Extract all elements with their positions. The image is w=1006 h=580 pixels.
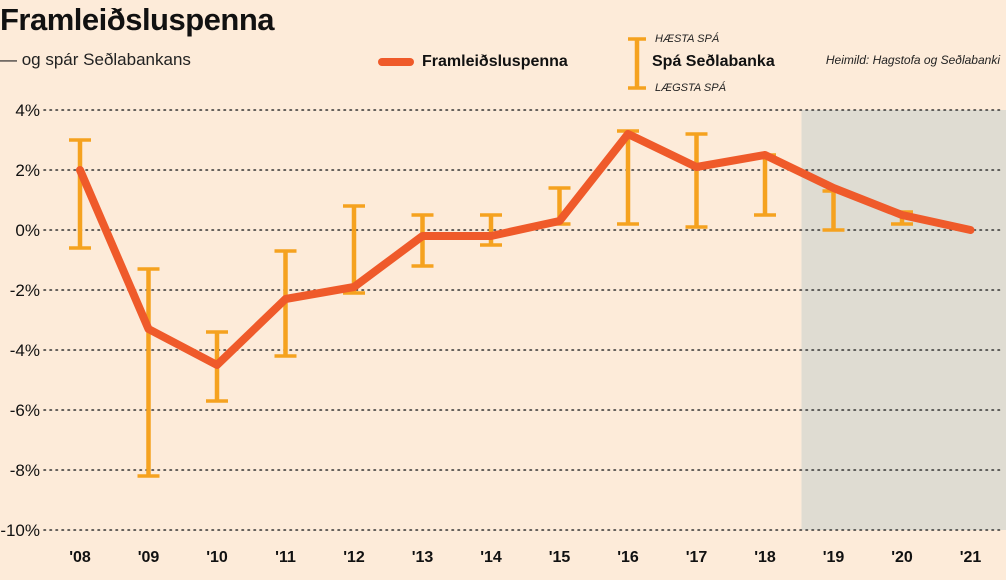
x-tick-label: '11 (275, 549, 296, 566)
x-tick-label: '18 (754, 549, 776, 566)
x-tick-label: '08 (69, 549, 91, 566)
legend-low-label: LÆGSTA SPÁ (655, 82, 726, 94)
y-tick-label: 2% (15, 161, 40, 180)
x-tick-label: '10 (206, 549, 228, 566)
chart-title: Framleiðsluspenna (0, 2, 275, 37)
y-tick-label: -6% (10, 401, 40, 420)
y-tick-label: 0% (15, 221, 40, 240)
y-tick-label: -10% (0, 521, 40, 540)
x-tick-label: '13 (412, 549, 434, 566)
y-tick-label: 4% (15, 101, 40, 120)
legend-forecast-label: Spá Seðlabanka (652, 53, 775, 70)
x-tick-label: '12 (343, 549, 365, 566)
x-tick-label: '09 (138, 549, 160, 566)
y-tick-label: -2% (10, 281, 40, 300)
chart-subtitle: — og spár Seðlabankans (0, 50, 191, 69)
legend-high-label: HÆSTA SPÁ (655, 33, 720, 45)
source-note: Heimild: Hagstofa og Seðlabanki (825, 53, 1000, 67)
legend-line-label: Framleiðsluspenna (422, 53, 568, 70)
x-tick-label: '17 (686, 549, 708, 566)
x-tick-label: '14 (480, 549, 502, 566)
x-tick-label: '20 (891, 549, 913, 566)
x-tick-label: '15 (549, 549, 571, 566)
y-tick-label: -8% (10, 461, 40, 480)
y-tick-label: -4% (10, 341, 40, 360)
forecast-shade-region (801, 110, 1006, 530)
x-tick-label: '19 (823, 549, 845, 566)
x-tick-label: '21 (960, 549, 982, 566)
x-tick-label: '16 (617, 549, 639, 566)
output-gap-line (76, 130, 975, 369)
